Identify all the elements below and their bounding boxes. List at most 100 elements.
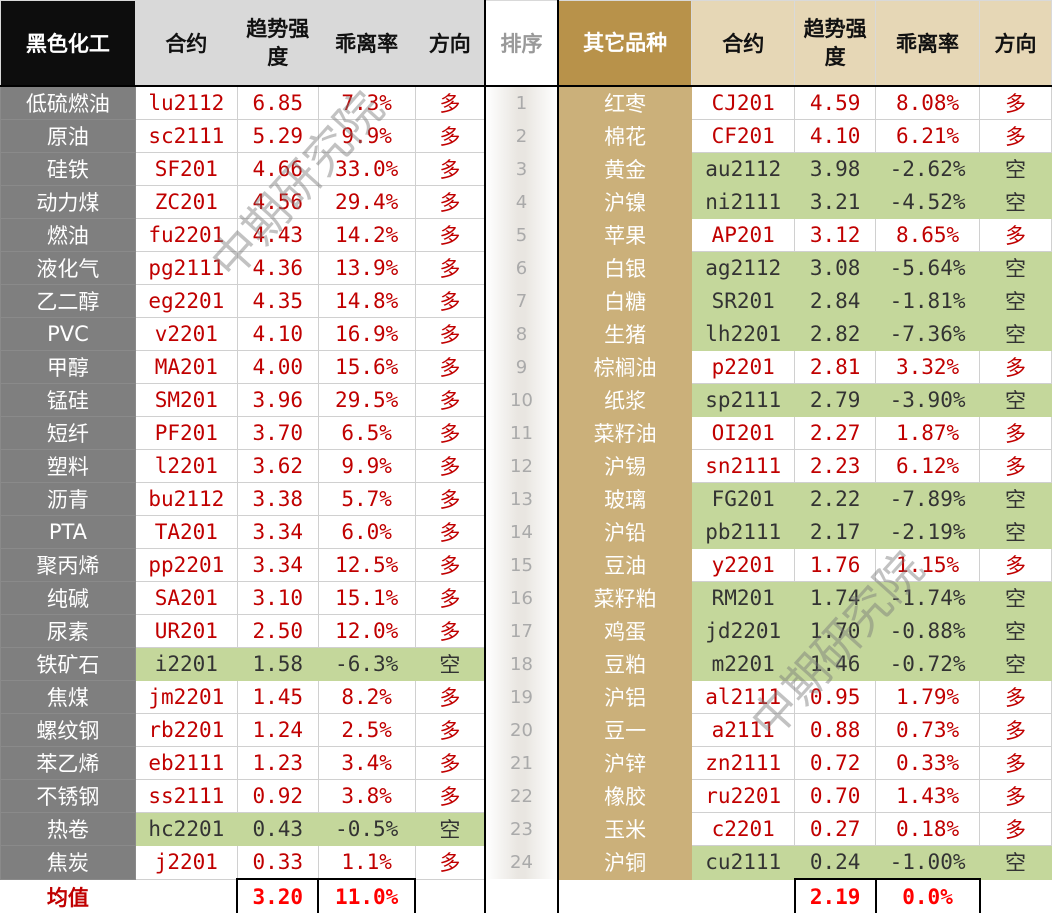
- right-strength-cell: 0.72: [794, 746, 877, 780]
- left-strength-cell: 3.34: [236, 548, 319, 582]
- right-strength-cell: 2.82: [794, 317, 877, 351]
- right-contract-cell: SR201: [691, 284, 796, 318]
- header-strength-right: 趋势强度: [794, 0, 877, 87]
- right-strength-cell: 0.95: [794, 680, 877, 714]
- table-row: 低硫燃油 lu2112 6.85 7.3% 多 1 红枣 CJ201 4.59 8.08% 多: [0, 85, 1052, 120]
- header-divergence-right: 乖离率: [875, 0, 981, 87]
- rank-cell: 6: [484, 251, 559, 285]
- left-name-cell: 燃油: [0, 218, 136, 252]
- table-row: 不锈钢 ss2111 0.92 3.8% 多 22 橡胶 ru2201 0.70 1.43% 多: [0, 779, 1052, 813]
- header-left-group: 黑色化工: [0, 0, 136, 87]
- right-strength-cell: 1.46: [794, 647, 877, 681]
- right-strength-cell: 2.81: [794, 350, 877, 384]
- left-direction-cell: 多: [414, 152, 486, 186]
- header-contract: 合约: [134, 0, 238, 87]
- right-direction-cell: 多: [979, 548, 1052, 582]
- right-name-cell: 沪铅: [557, 515, 693, 549]
- left-direction-cell: 多: [414, 779, 486, 813]
- left-divergence-cell: -0.5%: [317, 812, 416, 846]
- table-row: 乙二醇 eg2201 4.35 14.8% 多 7 白糖 SR201 2.84 -1.81% 空: [0, 284, 1052, 318]
- header-rank: 排序: [484, 0, 559, 87]
- left-strength-cell: 5.29: [236, 119, 319, 153]
- right-divergence-cell: -7.89%: [875, 482, 981, 516]
- left-divergence-cell: 3.4%: [317, 746, 416, 780]
- rank-cell: 18: [484, 647, 559, 681]
- table-row: 锰硅 SM201 3.96 29.5% 多 10 纸浆 sp2111 2.79 -3.90% 空: [0, 383, 1052, 417]
- left-contract-cell: pp2201: [134, 548, 238, 582]
- right-contract-cell: ag2112: [691, 251, 796, 285]
- left-direction-cell: 多: [414, 185, 486, 219]
- right-contract-cell: lh2201: [691, 317, 796, 351]
- right-strength-cell: 0.27: [794, 812, 877, 846]
- right-contract-cell: au2112: [691, 152, 796, 186]
- average-right-strength: 2.19: [793, 878, 877, 913]
- right-name-cell: 白银: [557, 251, 693, 285]
- rank-cell: 19: [484, 680, 559, 714]
- left-strength-cell: 1.24: [236, 713, 319, 747]
- left-direction-cell: 多: [414, 614, 486, 648]
- left-direction-cell: 多: [414, 845, 486, 880]
- right-strength-cell: 3.98: [794, 152, 877, 186]
- header-row: 黑色化工 合约 趋势强度 乖离率 方向 排序 其它品种 合约 趋势强度 乖离率 …: [0, 0, 1052, 87]
- table-row: 焦炭 j2201 0.33 1.1% 多 24 沪铜 cu2111 0.24 -1.00% 空: [0, 845, 1052, 880]
- left-divergence-cell: 14.2%: [317, 218, 416, 252]
- right-name-cell: 玻璃: [557, 482, 693, 516]
- left-direction-cell: 多: [414, 548, 486, 582]
- empty-cell: [134, 878, 238, 913]
- rank-cell: 4: [484, 185, 559, 219]
- left-contract-cell: fu2201: [134, 218, 238, 252]
- left-name-cell: 低硫燃油: [0, 85, 136, 120]
- left-contract-cell: UR201: [134, 614, 238, 648]
- right-direction-cell: 空: [979, 845, 1052, 880]
- rank-cell: 1: [484, 86, 559, 120]
- right-divergence-cell: 1.43%: [875, 779, 981, 813]
- right-direction-cell: 多: [979, 416, 1052, 450]
- left-name-cell: 铁矿石: [0, 647, 136, 681]
- left-contract-cell: TA201: [134, 515, 238, 549]
- left-contract-cell: rb2201: [134, 713, 238, 747]
- right-contract-cell: OI201: [691, 416, 796, 450]
- right-divergence-cell: 3.32%: [875, 350, 981, 384]
- rank-cell: 17: [484, 614, 559, 648]
- right-name-cell: 橡胶: [557, 779, 693, 813]
- right-strength-cell: 1.70: [794, 614, 877, 648]
- right-strength-cell: 4.59: [794, 85, 877, 120]
- right-divergence-cell: -5.64%: [875, 251, 981, 285]
- empty-cell: [979, 878, 1052, 913]
- left-contract-cell: sc2111: [134, 119, 238, 153]
- empty-cell: [557, 878, 693, 913]
- left-contract-cell: eb2111: [134, 746, 238, 780]
- left-contract-cell: bu2112: [134, 482, 238, 516]
- right-contract-cell: CF201: [691, 119, 796, 153]
- rank-cell: 9: [484, 350, 559, 384]
- right-direction-cell: 多: [979, 779, 1052, 813]
- left-name-cell: PVC: [0, 317, 136, 351]
- right-direction-cell: 空: [979, 383, 1052, 417]
- right-contract-cell: c2201: [691, 812, 796, 846]
- left-direction-cell: 多: [414, 515, 486, 549]
- left-direction-cell: 多: [414, 416, 486, 450]
- left-strength-cell: 3.10: [236, 581, 319, 615]
- header-right-group: 其它品种: [557, 0, 693, 87]
- left-name-cell: 尿素: [0, 614, 136, 648]
- left-divergence-cell: 2.5%: [317, 713, 416, 747]
- left-strength-cell: 3.38: [236, 482, 319, 516]
- right-strength-cell: 2.79: [794, 383, 877, 417]
- left-direction-cell: 多: [414, 251, 486, 285]
- left-contract-cell: PF201: [134, 416, 238, 450]
- right-direction-cell: 空: [979, 614, 1052, 648]
- right-name-cell: 沪铝: [557, 680, 693, 714]
- right-strength-cell: 1.76: [794, 548, 877, 582]
- left-contract-cell: SF201: [134, 152, 238, 186]
- right-strength-cell: 2.17: [794, 515, 877, 549]
- left-divergence-cell: 16.9%: [317, 317, 416, 351]
- left-contract-cell: SM201: [134, 383, 238, 417]
- right-divergence-cell: 6.21%: [875, 119, 981, 153]
- left-contract-cell: jm2201: [134, 680, 238, 714]
- rank-cell: 22: [484, 779, 559, 813]
- right-strength-cell: 1.74: [794, 581, 877, 615]
- right-contract-cell: AP201: [691, 218, 796, 252]
- rank-cell: 14: [484, 515, 559, 549]
- left-strength-cell: 4.66: [236, 152, 319, 186]
- left-divergence-cell: 29.5%: [317, 383, 416, 417]
